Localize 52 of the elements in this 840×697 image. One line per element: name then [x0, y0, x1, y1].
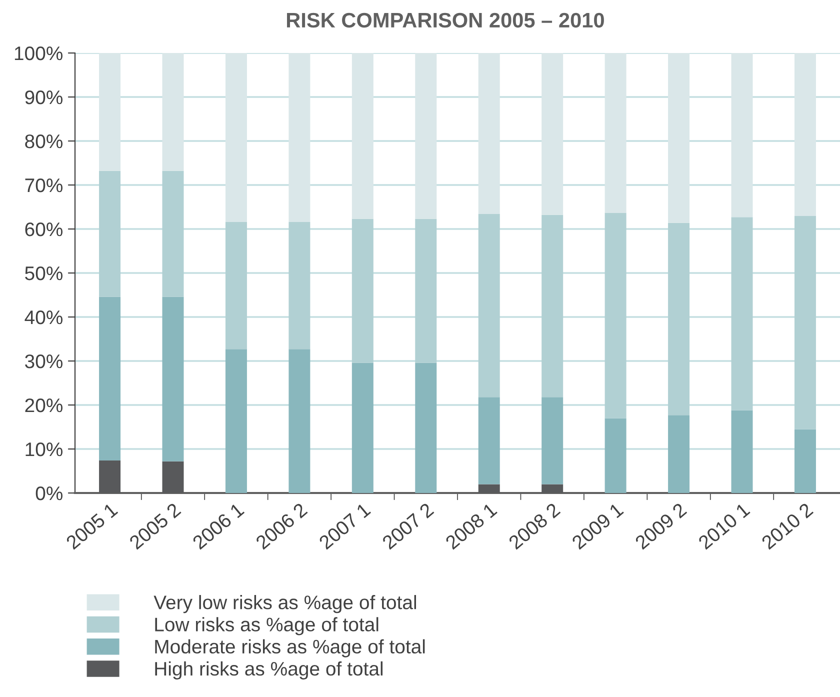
y-tick-label: 10%	[26, 442, 63, 456]
bar	[604, 418, 626, 493]
bar	[794, 216, 816, 430]
bar	[415, 218, 437, 363]
chart-title: RISK COMPARISON 2005 – 2010	[287, 12, 604, 28]
y-tick-label: 40%	[24, 310, 63, 324]
y-tick-label: 90%	[25, 90, 63, 104]
bar	[478, 53, 500, 214]
y-tick-label: 20%	[25, 398, 63, 412]
y-tick-label: 60%	[25, 222, 63, 236]
bar	[99, 53, 121, 171]
y-tick-label: 80%	[25, 134, 63, 148]
bar	[415, 53, 437, 219]
bar	[225, 53, 247, 222]
bar	[731, 53, 753, 218]
bar	[478, 214, 500, 398]
y-tick-label: 0%	[36, 486, 63, 500]
bar	[604, 53, 626, 213]
bar	[478, 397, 500, 484]
bar	[794, 53, 816, 216]
bar	[225, 222, 247, 350]
legend-label: Very low risks as %age of total	[154, 595, 416, 614]
bar	[668, 53, 690, 223]
bar	[731, 217, 753, 410]
bar	[542, 214, 564, 398]
bar	[794, 429, 816, 493]
y-tick-label: 50%	[25, 266, 63, 280]
bar	[162, 170, 184, 297]
bar	[415, 362, 437, 493]
bar	[225, 349, 247, 493]
bar	[352, 362, 374, 493]
bar	[604, 212, 626, 418]
y-tick-label: 70%	[25, 178, 63, 192]
bar	[542, 397, 564, 484]
bar	[288, 222, 310, 350]
y-tick-label: 30%	[25, 354, 63, 368]
bar	[668, 415, 690, 493]
bar	[542, 53, 564, 215]
bar	[288, 349, 310, 493]
bar	[731, 410, 753, 493]
bar	[162, 53, 184, 171]
bar	[668, 222, 690, 416]
bar	[162, 296, 184, 462]
bar	[288, 53, 310, 222]
bar	[99, 170, 121, 297]
legend-label: Moderate risks as %age of total	[155, 639, 425, 658]
bar	[352, 53, 374, 219]
y-tick-label: 100%	[14, 46, 63, 60]
legend-label: Low risks as %age of total	[155, 617, 378, 636]
bar	[99, 296, 121, 460]
legend-label: High risks as %age of total	[155, 661, 383, 680]
bar	[352, 218, 374, 363]
